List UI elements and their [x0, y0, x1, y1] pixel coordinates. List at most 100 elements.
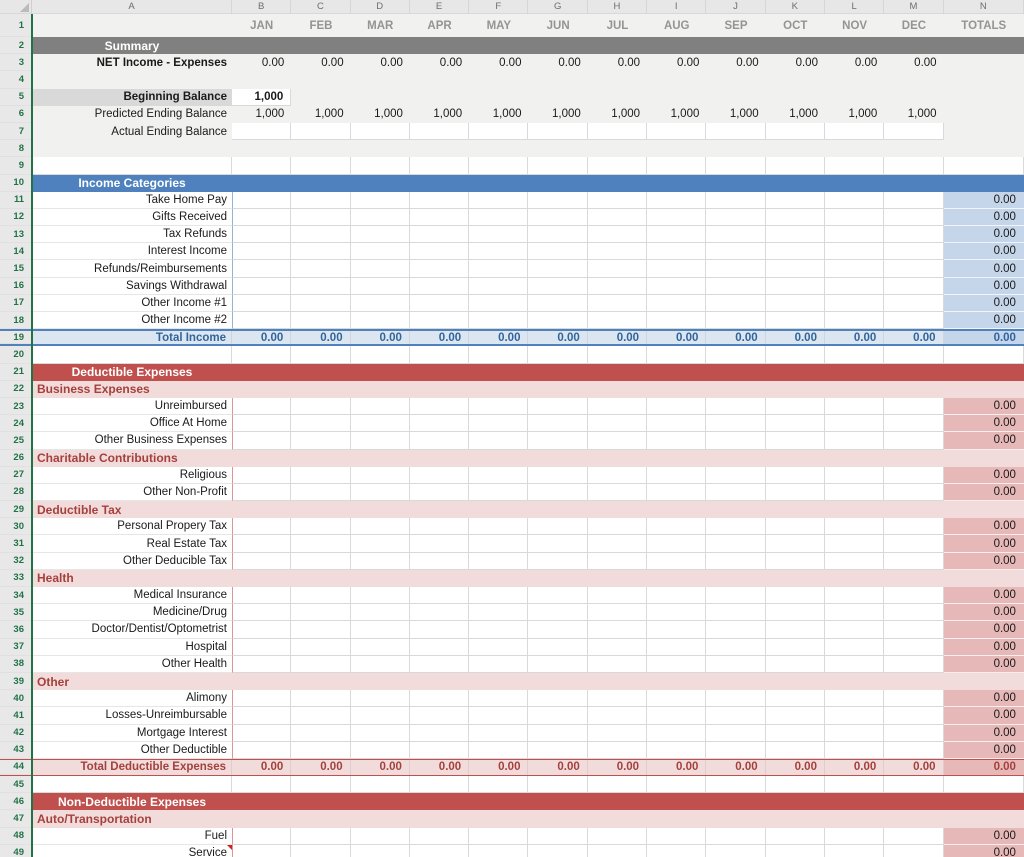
cell[interactable]	[350, 518, 410, 536]
cell[interactable]	[706, 741, 766, 759]
cell[interactable]	[824, 432, 885, 450]
row-total-cell[interactable]: 0.00	[943, 621, 1024, 639]
cell[interactable]	[647, 466, 707, 484]
cell[interactable]	[824, 312, 885, 330]
row-number[interactable]: 9	[0, 157, 32, 175]
cell[interactable]	[469, 312, 529, 330]
cell[interactable]	[765, 827, 825, 845]
cell[interactable]	[884, 776, 944, 794]
cell[interactable]	[647, 690, 707, 708]
row-label[interactable]: Predicted Ending Balance	[94, 108, 227, 121]
section-header[interactable]: Deductible Expenses	[71, 365, 193, 380]
row-number[interactable]: 10	[0, 174, 32, 192]
section-header[interactable]: Income Categories	[78, 176, 186, 191]
row-label[interactable]: Other Deductible	[32, 741, 232, 759]
cell[interactable]	[884, 208, 944, 227]
cell[interactable]	[647, 89, 706, 106]
cell[interactable]	[884, 621, 944, 639]
cell[interactable]	[647, 415, 707, 433]
cell[interactable]	[706, 638, 766, 656]
cell[interactable]	[232, 346, 292, 364]
cell[interactable]	[943, 157, 1024, 175]
cell[interactable]	[232, 707, 292, 725]
cell[interactable]	[232, 226, 292, 244]
cell[interactable]: 1,000	[789, 108, 818, 121]
cell[interactable]	[409, 655, 470, 673]
cell[interactable]	[232, 483, 292, 502]
cell[interactable]	[884, 191, 944, 209]
cell[interactable]	[765, 483, 825, 502]
cell[interactable]	[647, 243, 707, 261]
cell[interactable]	[824, 621, 885, 639]
row-number[interactable]: 33	[0, 569, 32, 587]
cell[interactable]	[469, 587, 529, 605]
cell[interactable]	[232, 432, 292, 450]
cell[interactable]	[291, 89, 350, 106]
month-header[interactable]: APR	[427, 19, 452, 32]
total-value[interactable]: 0.00	[943, 331, 1024, 345]
cell[interactable]	[350, 638, 410, 656]
cell[interactable]	[765, 157, 825, 175]
cell[interactable]	[943, 776, 1024, 794]
cell[interactable]	[824, 277, 885, 295]
cell[interactable]	[706, 535, 766, 553]
cell[interactable]	[528, 415, 588, 433]
cell[interactable]	[765, 260, 825, 278]
row-number[interactable]: 8	[0, 140, 32, 158]
cell[interactable]	[469, 157, 529, 175]
cell[interactable]	[824, 690, 885, 708]
cell[interactable]	[350, 741, 410, 759]
cell[interactable]	[232, 397, 292, 416]
cell[interactable]	[469, 638, 529, 656]
cell[interactable]: 0.00	[439, 56, 463, 69]
subsection-header[interactable]: Health	[37, 571, 74, 586]
cell[interactable]	[409, 776, 470, 794]
row-number[interactable]: 36	[0, 621, 32, 639]
cell[interactable]	[824, 724, 885, 742]
subsection-header[interactable]: Business Expenses	[37, 382, 150, 397]
column-letter[interactable]: J	[706, 0, 766, 13]
row-label[interactable]: Unreimbursed	[32, 397, 232, 416]
cell[interactable]	[351, 89, 410, 106]
cell[interactable]	[824, 226, 885, 244]
cell[interactable]	[824, 827, 885, 845]
cell[interactable]	[409, 483, 470, 502]
cell[interactable]	[647, 827, 707, 845]
cell[interactable]	[884, 587, 944, 605]
row-label[interactable]: Doctor/Dentist/Optometrist	[32, 621, 232, 639]
row-total-cell[interactable]: 0.00	[943, 191, 1024, 209]
month-header[interactable]: JUL	[606, 19, 629, 32]
totals-header[interactable]: TOTALS	[961, 19, 1007, 32]
cell[interactable]	[291, 707, 351, 725]
cell[interactable]	[528, 535, 588, 553]
cell[interactable]	[765, 122, 825, 141]
row-number[interactable]: 16	[0, 277, 32, 295]
row-total-cell[interactable]: 0.00	[943, 243, 1024, 261]
cell[interactable]	[824, 518, 885, 536]
cell[interactable]: 0.00	[914, 56, 937, 69]
cell[interactable]	[232, 655, 292, 673]
row-label[interactable]: Actual Ending Balance	[111, 125, 227, 138]
cell[interactable]	[232, 415, 292, 433]
cell[interactable]	[232, 466, 292, 484]
cell[interactable]	[824, 415, 885, 433]
cell[interactable]: 1,000	[255, 108, 285, 121]
cell[interactable]	[350, 844, 410, 857]
cell[interactable]	[587, 535, 648, 553]
cell[interactable]	[706, 587, 766, 605]
cell[interactable]	[291, 208, 351, 227]
cell[interactable]	[528, 741, 588, 759]
cell[interactable]	[232, 724, 292, 742]
month-header[interactable]: MAY	[486, 19, 512, 32]
row-total-cell[interactable]: 0.00	[943, 604, 1024, 622]
row-total-cell[interactable]: 0.00	[943, 397, 1024, 416]
beginning-balance-cell[interactable]: 1,000	[232, 88, 292, 106]
cell[interactable]	[884, 312, 944, 330]
cell[interactable]	[647, 552, 707, 570]
cell[interactable]	[765, 346, 825, 364]
cell[interactable]	[291, 844, 351, 857]
cell[interactable]	[647, 294, 707, 312]
cell[interactable]	[409, 415, 470, 433]
row-label[interactable]: Gifts Received	[32, 208, 232, 227]
cell[interactable]	[587, 466, 648, 484]
